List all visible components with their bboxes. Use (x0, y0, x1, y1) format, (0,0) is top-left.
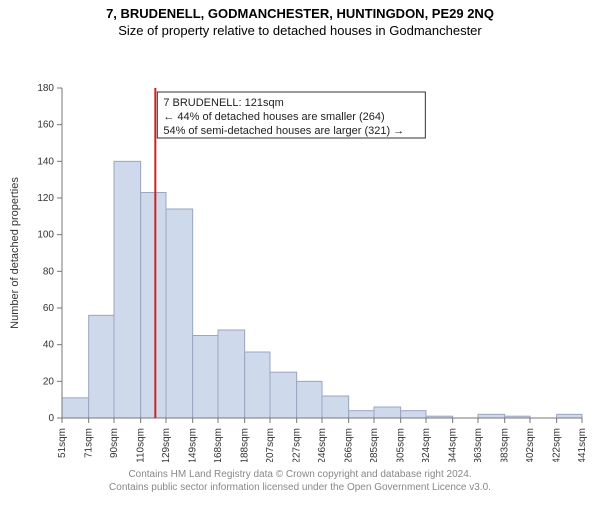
y-tick-label: 180 (37, 83, 54, 94)
histogram-bar (557, 414, 582, 418)
histogram-bar (141, 193, 166, 419)
y-tick-label: 40 (43, 340, 55, 351)
page-title-address: 7, BRUDENELL, GODMANCHESTER, HUNTINGDON,… (0, 6, 600, 21)
histogram-bar (193, 336, 218, 419)
x-tick-label: 90sqm (109, 428, 120, 458)
x-tick-label: 110sqm (136, 428, 147, 462)
x-tick-label: 207sqm (265, 428, 276, 462)
histogram-bar (166, 209, 193, 418)
histogram-bar (349, 411, 374, 418)
footer-line2: Contains public sector information licen… (0, 481, 600, 494)
x-tick-label: 51sqm (57, 428, 68, 458)
x-tick-label: 266sqm (344, 428, 355, 462)
x-tick-label: 383sqm (500, 428, 511, 462)
annotation-line1: 7 BRUDENELL: 121sqm (163, 97, 283, 109)
y-tick-label: 80 (43, 266, 55, 277)
page-subtitle: Size of property relative to detached ho… (0, 23, 600, 38)
x-tick-label: 285sqm (369, 428, 380, 462)
y-tick-label: 120 (37, 193, 54, 204)
x-tick-label: 422sqm (552, 428, 563, 462)
histogram-bar (62, 398, 89, 418)
histogram-bar (297, 381, 322, 418)
chart-svg: 0 20 40 60 80 100 120 140 160 180 51sqm 71sqm 90sqm 1… (0, 42, 600, 462)
x-tick-label: 324sqm (421, 428, 432, 462)
y-tick-label: 20 (43, 376, 55, 387)
histogram-bar (218, 330, 245, 418)
histogram-bar (270, 372, 297, 418)
y-axis-label: Number of detached properties (9, 177, 21, 329)
x-tick-label: 227sqm (292, 428, 303, 462)
footer-line1: Contains HM Land Registry data © Crown c… (0, 468, 600, 481)
histogram-bar (478, 414, 505, 418)
x-tick-label: 246sqm (317, 428, 328, 462)
x-tick-label: 344sqm (448, 428, 459, 462)
y-tick-label: 60 (43, 303, 55, 314)
x-tick-label: 168sqm (213, 428, 224, 462)
x-tick-label: 402sqm (525, 428, 536, 462)
footer-attribution: Contains HM Land Registry data © Crown c… (0, 468, 600, 494)
histogram-bar (245, 352, 270, 418)
y-tick-label: 160 (37, 120, 54, 131)
x-tick-label: 71sqm (84, 428, 95, 458)
x-tick-label: 363sqm (473, 428, 484, 462)
histogram-chart: 0 20 40 60 80 100 120 140 160 180 51sqm 71sqm 90sqm 1… (0, 42, 600, 467)
x-tick-label: 441sqm (577, 428, 588, 462)
annotation-line3: 54% of semi-detached houses are larger (… (163, 125, 404, 137)
histogram-bar (401, 411, 426, 418)
histogram-bar (374, 407, 401, 418)
annotation-line2: ← 44% of detached houses are smaller (26… (163, 111, 384, 123)
histogram-bar (89, 315, 114, 418)
histogram-bar (114, 161, 141, 418)
x-tick-label: 129sqm (161, 428, 172, 462)
x-tick-label: 188sqm (240, 428, 251, 462)
y-tick-label: 0 (48, 413, 54, 424)
histogram-bar (322, 396, 349, 418)
x-tick-label: 149sqm (188, 428, 199, 462)
y-tick-label: 140 (37, 156, 54, 167)
y-tick-label: 100 (37, 230, 54, 241)
x-tick-label: 305sqm (396, 428, 407, 462)
